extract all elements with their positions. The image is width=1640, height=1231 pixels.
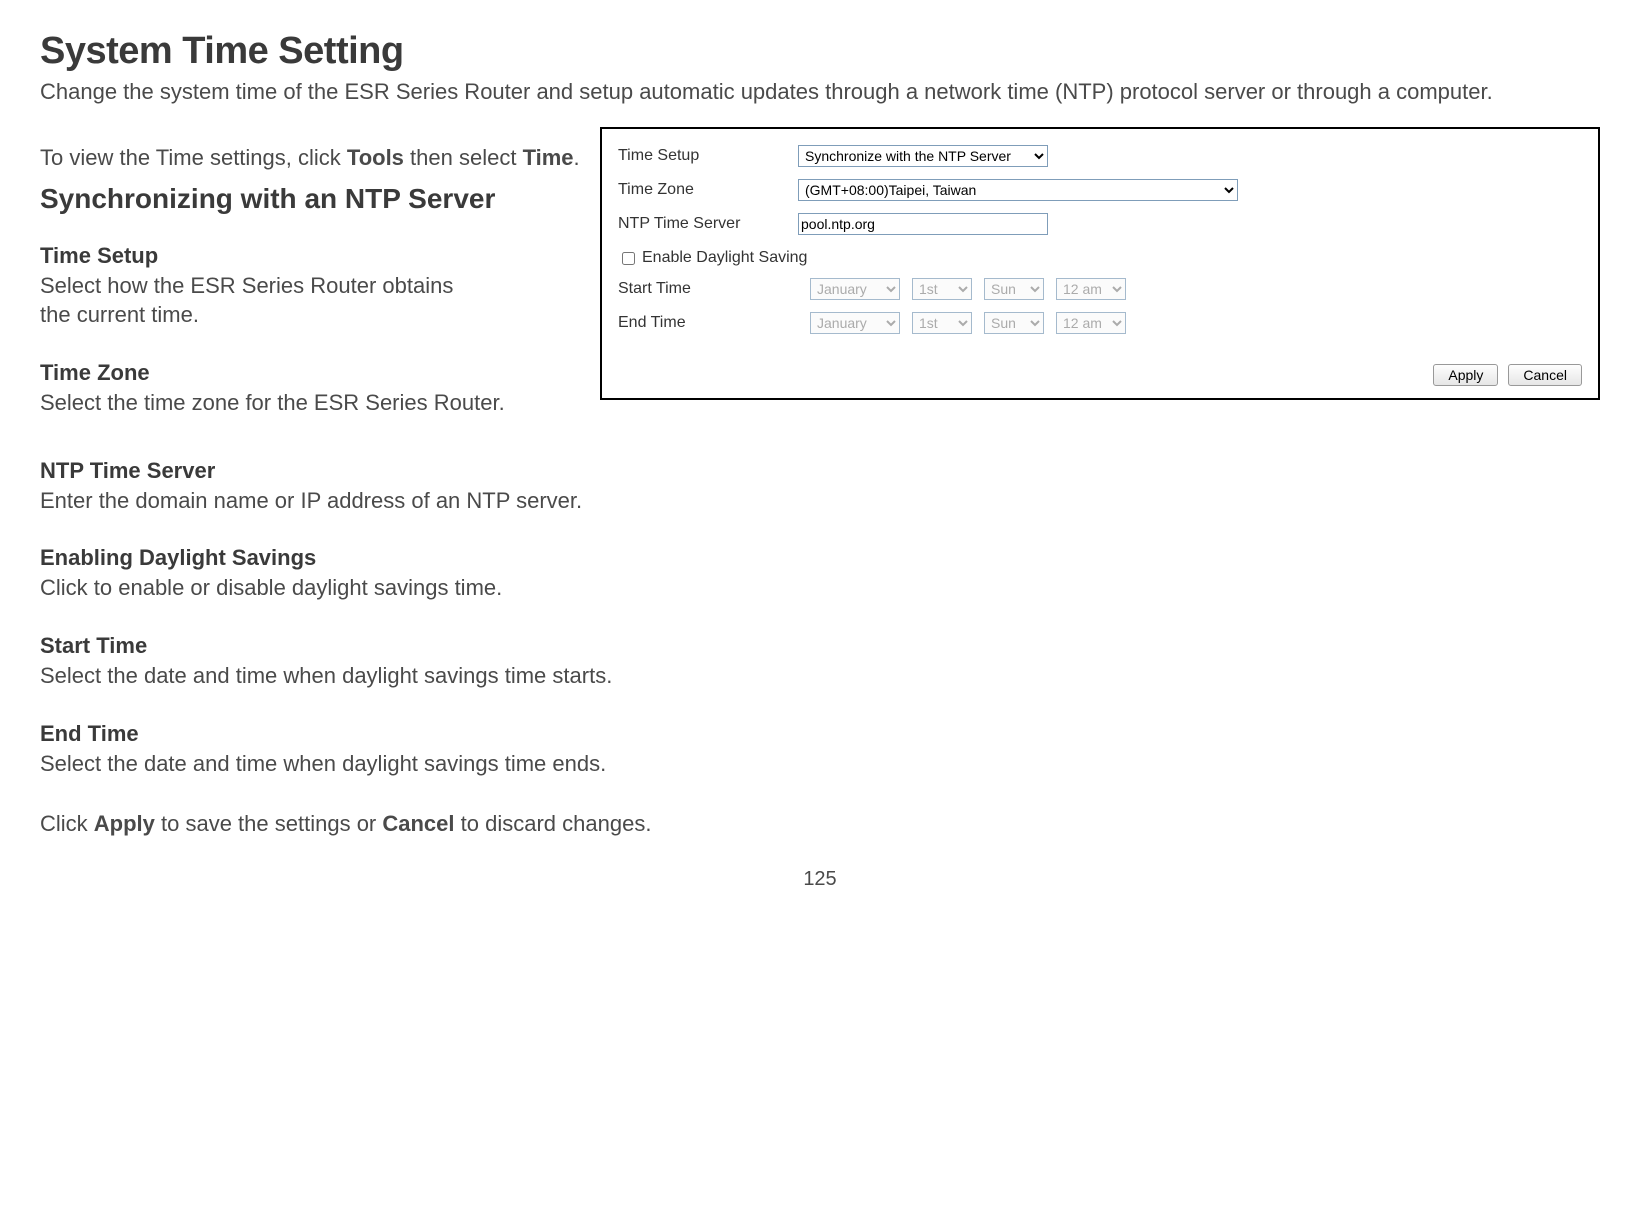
label-enable-dst: Enable Daylight Saving xyxy=(642,249,807,267)
ntp-server-input[interactable] xyxy=(798,213,1048,235)
time-zone-select[interactable]: (GMT+08:00)Taipei, Taiwan xyxy=(798,179,1238,201)
time-setup-heading: Time Setup xyxy=(40,243,580,269)
ntp-heading: NTP Time Server xyxy=(40,458,1600,484)
cancel-button[interactable]: Cancel xyxy=(1508,364,1582,386)
dst-desc: Click to enable or disable daylight savi… xyxy=(40,573,1600,603)
time-zone-heading: Time Zone xyxy=(40,360,580,386)
cancel-word: Cancel xyxy=(382,811,454,836)
time-zone-desc: Select the time zone for the ESR Series … xyxy=(40,388,580,418)
apply-button[interactable]: Apply xyxy=(1433,364,1498,386)
end-hour-select[interactable]: 12 am xyxy=(1056,312,1126,334)
subheading: Synchronizing with an NTP Server xyxy=(40,183,580,215)
intro-text: Change the system time of the ESR Series… xyxy=(40,77,1600,107)
label-end-time: End Time xyxy=(618,314,798,332)
line2: the current time. xyxy=(40,302,199,327)
settings-panel: Time Setup Synchronize with the NTP Serv… xyxy=(600,127,1600,400)
page-title: System Time Setting xyxy=(40,30,1600,73)
txt: to save the settings or xyxy=(155,811,382,836)
start-month-select[interactable]: January xyxy=(810,278,900,300)
time-word: Time xyxy=(523,145,574,170)
ntp-desc: Enter the domain name or IP address of a… xyxy=(40,486,1600,516)
view-instructions: To view the Time settings, click Tools t… xyxy=(40,145,580,171)
start-hour-select[interactable]: 12 am xyxy=(1056,278,1126,300)
time-setup-desc: Select how the ESR Series Router obtains… xyxy=(40,271,580,330)
time-setup-select[interactable]: Synchronize with the NTP Server xyxy=(798,145,1048,167)
tools-word: Tools xyxy=(347,145,404,170)
label-start-time: Start Time xyxy=(618,280,798,298)
apply-word: Apply xyxy=(94,811,155,836)
footer-text: Click Apply to save the settings or Canc… xyxy=(40,809,1600,839)
line1: Select how the ESR Series Router obtains xyxy=(40,273,453,298)
txt: To view the Time settings, click xyxy=(40,145,347,170)
start-dow-select[interactable]: Sun xyxy=(984,278,1044,300)
txt: then select xyxy=(404,145,523,170)
end-desc: Select the date and time when daylight s… xyxy=(40,749,1600,779)
label-time-setup: Time Setup xyxy=(618,147,798,165)
start-heading: Start Time xyxy=(40,633,1600,659)
start-day-select[interactable]: 1st xyxy=(912,278,972,300)
end-heading: End Time xyxy=(40,721,1600,747)
end-day-select[interactable]: 1st xyxy=(912,312,972,334)
dst-heading: Enabling Daylight Savings xyxy=(40,545,1600,571)
page-number: 125 xyxy=(40,868,1600,891)
txt: Click xyxy=(40,811,94,836)
end-dow-select[interactable]: Sun xyxy=(984,312,1044,334)
label-time-zone: Time Zone xyxy=(618,181,798,199)
txt: . xyxy=(574,145,580,170)
enable-dst-checkbox[interactable] xyxy=(622,252,635,265)
label-ntp-server: NTP Time Server xyxy=(618,215,798,233)
end-month-select[interactable]: January xyxy=(810,312,900,334)
start-desc: Select the date and time when daylight s… xyxy=(40,661,1600,691)
txt: to discard changes. xyxy=(455,811,652,836)
